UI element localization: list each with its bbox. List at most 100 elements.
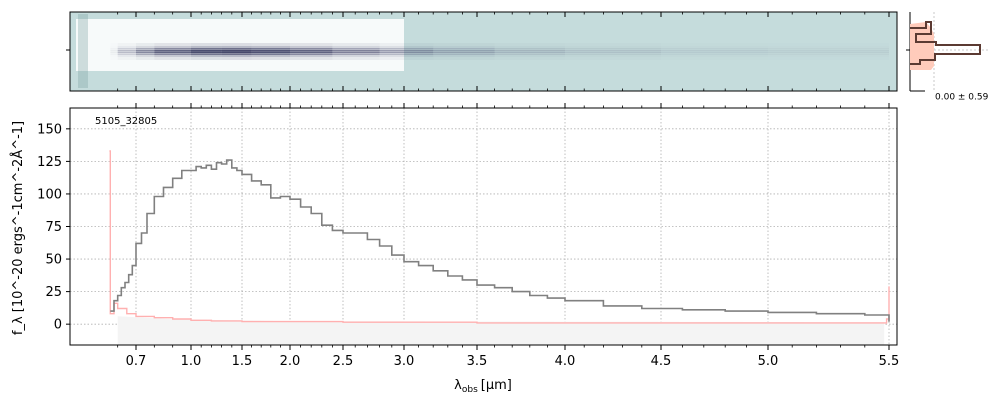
twod-trace-cell (433, 54, 495, 57)
error-series (109, 150, 890, 324)
twod-trace-cell (290, 57, 333, 60)
twod-trace-cell (221, 52, 252, 55)
y-axis-label: f_λ [10^-20 ergs^-1cm^-2Å^-1] (10, 121, 26, 335)
twod-trace-cell (433, 50, 495, 53)
twod-trace-cell (768, 50, 889, 53)
object-label: 5105_32805 (95, 116, 157, 127)
twod-trace-cell (661, 54, 768, 57)
twod-spectrum-panel (66, 11, 898, 92)
twod-trace-cell (379, 50, 434, 53)
y-tick-label-3: 75 (45, 220, 62, 235)
twod-trace-cell (661, 48, 768, 51)
y-tick-label-0: 0 (54, 318, 62, 333)
twod-trace-cell (332, 57, 380, 60)
twod-trace-cell (565, 50, 661, 53)
x-ticks: 0.7 1.0 1.5 2.0 2.5 3.0 3.5 4.0 4.5 5.0 5.5 (117, 103, 899, 369)
x-tick-label-5: 3.0 (394, 354, 415, 369)
twod-trace-cell (494, 50, 565, 53)
twod-trace-cell (768, 43, 889, 46)
twod-trace-cell (565, 46, 661, 49)
x-tick-label-1: 1.0 (181, 354, 202, 369)
twod-trace-cell (332, 50, 380, 53)
twod-trace-cell (433, 52, 495, 55)
twod-trace-cell (565, 52, 661, 55)
twod-trace-cell (332, 46, 380, 49)
twod-trace-cell (154, 48, 191, 51)
twod-trace-cell (117, 50, 136, 53)
twod-trace-cell (191, 50, 222, 53)
twod-trace-cell (565, 48, 661, 51)
twod-trace-cell (332, 43, 380, 46)
twod-trace-cell (565, 57, 661, 60)
twod-trace-cell (110, 54, 117, 57)
x-tick-label-8: 4.5 (651, 354, 672, 369)
twod-trace-cell (154, 43, 191, 46)
twod-trace-cell (379, 48, 434, 51)
twod-trace-cell (433, 57, 495, 60)
twod-trace-cell (661, 43, 768, 46)
x-tick-label-0: 0.7 (126, 354, 147, 369)
twod-trace-cell (154, 50, 191, 53)
twod-trace-cell (379, 43, 434, 46)
twod-trace-cell (290, 46, 333, 49)
twod-trace-cell (494, 46, 565, 49)
twod-trace-cell (221, 57, 252, 60)
twod-trace-cell (495, 57, 565, 60)
twod-trace-cell (494, 48, 565, 51)
twod-trace-cell (191, 43, 222, 46)
twod-trace-cell (110, 50, 118, 53)
x-tick-label-7: 4.0 (555, 354, 576, 369)
profile-line (910, 21, 981, 65)
twod-trace-cell (191, 54, 222, 57)
twod-trace-cell (494, 52, 565, 55)
twod-frame (69, 11, 898, 92)
twod-trace-cell (136, 46, 155, 49)
twod-trace-cell (251, 52, 290, 55)
twod-trace-cell (661, 57, 768, 60)
main-spectrum-panel: 0 25 50 75 100 125 150 0.7 1.0 1.5 2.0 2.5 3.0 3.5 4.… (37, 103, 899, 369)
twod-trace-cell (221, 43, 252, 46)
twod-trace-cell (565, 54, 661, 57)
twod-trace-cell (136, 57, 155, 60)
y-tick-label-4: 100 (37, 187, 62, 202)
twod-trace-cell (494, 54, 565, 57)
twod-trace-cell (379, 52, 434, 55)
twod-trace-cell (251, 50, 290, 53)
twod-trace-cell (433, 46, 495, 49)
twod-trace-cell (221, 48, 252, 51)
twod-trace-cell (191, 46, 222, 49)
twod-trace-cell (332, 48, 380, 51)
twod-trace-cell (154, 52, 191, 55)
twod-trace-cell (221, 46, 252, 49)
twod-trace-cell (136, 48, 155, 51)
twod-trace-cell (379, 54, 434, 57)
twod-trace-cell (251, 57, 290, 60)
twod-bands (76, 14, 889, 88)
twod-trace-cell (290, 48, 333, 51)
inset-label: 0.00 ± 0.59 (935, 93, 989, 103)
x-tick-label-2: 1.5 (232, 354, 253, 369)
twod-trace-cell (191, 48, 222, 51)
x-tick-label-9: 5.0 (758, 354, 779, 369)
profile-inset: 0.00 ± 0.59 (906, 12, 990, 103)
twod-trace-cell (191, 57, 222, 60)
twod-trace-cell (433, 43, 495, 46)
twod-trace-cell (661, 52, 768, 55)
twod-trace-cell (433, 48, 495, 51)
x-axis-label-lambda: λ (454, 378, 462, 393)
twod-trace-cell (661, 50, 768, 53)
x-axis-label-unit: [μm] (481, 378, 512, 393)
twod-trace-cell (110, 57, 117, 60)
twod-trace-cell (768, 57, 889, 60)
x-tick-label-3: 2.0 (280, 354, 301, 369)
twod-ticks (66, 12, 890, 91)
twod-trace-cell (251, 48, 290, 51)
y-ticks: 0 25 50 75 100 125 150 (37, 122, 70, 333)
twod-light-band (76, 19, 404, 71)
twod-trace-cell (379, 57, 434, 60)
twod-trace-cell (379, 46, 434, 49)
twod-trace-cell (495, 43, 565, 46)
twod-trace-cell (110, 43, 117, 46)
x-axis-label: λobs [μm] (454, 378, 512, 395)
